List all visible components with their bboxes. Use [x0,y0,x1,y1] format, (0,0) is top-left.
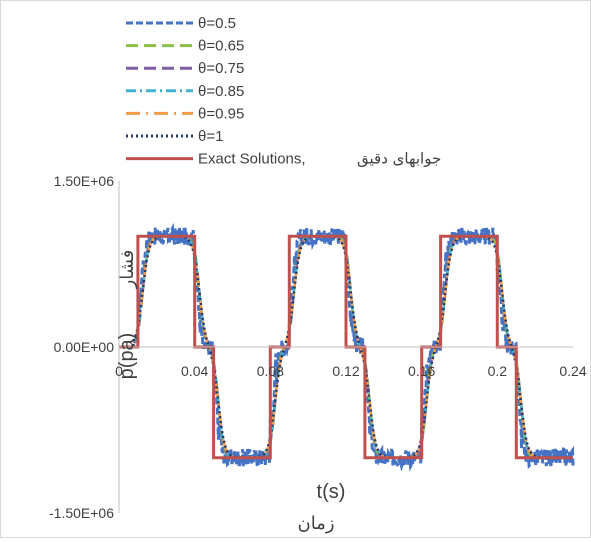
legend-label: θ=1 [198,128,223,145]
legend-label: θ=0.85 [198,83,244,100]
y-tick-label: -1.50E+06 [49,505,114,521]
legend-label-secondary: جوابهای دقیق [357,150,441,168]
x-tick-label: 0 [115,363,123,379]
legend-label: θ=0.5 [198,15,236,32]
y-tick-label: 0.00E+00 [54,339,115,355]
x-tick-label: 0.24 [559,363,586,379]
x-axis-title: t(s) [317,481,346,503]
series-layer [119,222,575,472]
x-tick-label: 0.04 [181,363,208,379]
legend-label: θ=0.75 [198,60,244,77]
x-tick-label: 0.16 [408,363,435,379]
legend-label: θ=0.65 [198,38,244,55]
legend-label: Exact Solutions, [198,151,306,168]
y-axis-title: p(pa) [116,333,138,380]
x-tick-label: 0.2 [488,363,508,379]
tick-layer: 0 0.04 0.08 0.12 0.16 0.2 0.24 1.50E+06 0.00E+00… [49,173,587,521]
x-axis-title-secondary: زمان [297,513,334,534]
x-tick-label: 0.12 [332,363,359,379]
x-tick-label: 0.08 [257,363,284,379]
series-line-6 [119,234,573,460]
axis-layer [118,181,573,513]
legend-label: θ=0.95 [198,105,244,122]
y-tick-label: 1.50E+06 [54,173,115,189]
legend: θ=0.5 θ=0.65 θ=0.75 θ=0.85 θ=0.95 θ=1 Exact So… [126,15,441,168]
y-axis-title-secondary: فشار [117,250,138,290]
